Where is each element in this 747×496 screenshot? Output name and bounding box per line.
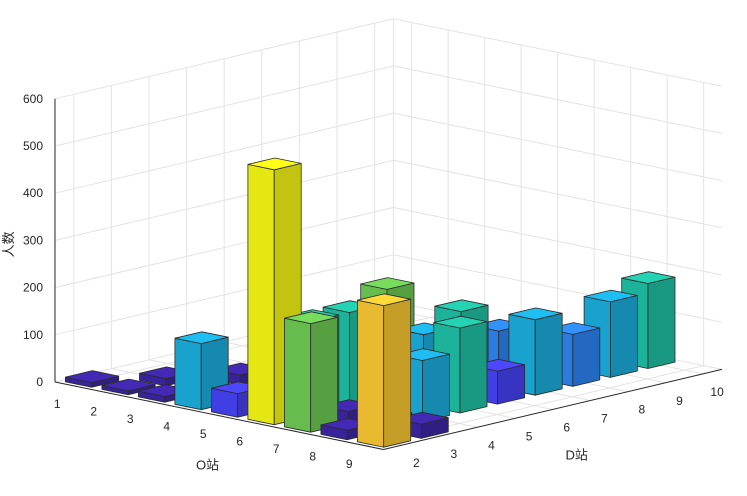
bars — [65, 157, 676, 448]
z-tick-label: 400 — [23, 186, 43, 200]
d-tick-label: 9 — [676, 394, 683, 408]
z-tick-label: 600 — [23, 92, 43, 106]
bar — [508, 307, 563, 396]
bar-top-face — [433, 315, 488, 329]
bar-front-face — [247, 163, 275, 426]
d-tick-label: 10 — [710, 385, 724, 399]
o-axis-line — [54, 381, 384, 450]
bar — [65, 370, 120, 388]
bar-top-face — [247, 157, 302, 171]
d-tick-label: 8 — [639, 403, 646, 417]
bar-top-face — [101, 378, 156, 392]
d-tick-label: 4 — [488, 438, 495, 452]
o-tick-label: 5 — [200, 427, 207, 441]
o-tick-label: 7 — [273, 442, 280, 456]
d-axis-title: D站 — [566, 447, 588, 462]
bar — [101, 378, 156, 396]
bar-front-face — [174, 337, 202, 411]
bar-top-face — [360, 277, 415, 290]
bar-side-face — [572, 327, 601, 387]
o-tick-label: 8 — [309, 449, 316, 463]
z-tick-label: 0 — [36, 375, 43, 389]
o-tick-label: 9 — [346, 457, 353, 471]
bar-front-face — [283, 317, 312, 433]
bar-side-face — [610, 295, 638, 378]
z-axis-title: 人数 — [1, 231, 16, 257]
o-tick-label: 6 — [236, 434, 243, 448]
bar-side-face — [421, 353, 450, 423]
bar-top-face — [283, 311, 339, 325]
z-tick-label: 300 — [23, 233, 43, 247]
bar-top-face — [356, 293, 412, 307]
bar-side-face — [310, 316, 339, 433]
z-tick-label: 100 — [23, 328, 43, 342]
bar-side-face — [534, 312, 563, 396]
bar-top-face — [434, 299, 489, 313]
d-tick-label: 3 — [451, 447, 458, 461]
d-tick-label: 7 — [601, 412, 608, 426]
bar-side-face — [647, 276, 676, 369]
bar-side-face — [497, 364, 525, 405]
o-tick-label: 3 — [127, 412, 134, 426]
d-tick-label: 5 — [526, 429, 533, 443]
bar — [174, 331, 229, 411]
labels: 0 100 200 300 400 500 600 1 2 3 4 5 6 7 8 9 2 3 4 5 6 7 8 9 10 O站… — [1, 92, 724, 473]
bar-top-face — [174, 331, 229, 345]
o-tick-label: 1 — [54, 397, 61, 411]
o-tick-label: 2 — [90, 404, 97, 418]
bar-top-face — [508, 307, 563, 321]
bar-top-face — [621, 271, 676, 284]
bar — [356, 293, 412, 448]
d-axis-line — [383, 368, 723, 450]
bar — [283, 311, 339, 433]
z-tick-label: 200 — [23, 281, 43, 295]
o-tick-label: 4 — [163, 419, 170, 433]
bar-top-face — [583, 289, 638, 303]
bar-front-face — [356, 299, 385, 448]
z-tick-label: 500 — [23, 139, 43, 153]
bar-top-face — [65, 370, 120, 383]
d-tick-label: 6 — [563, 420, 570, 434]
o-axis-title: O站 — [196, 458, 219, 473]
bar-side-face — [383, 298, 412, 448]
d-tick-label: 2 — [413, 456, 420, 470]
bar-side-face — [459, 321, 488, 414]
